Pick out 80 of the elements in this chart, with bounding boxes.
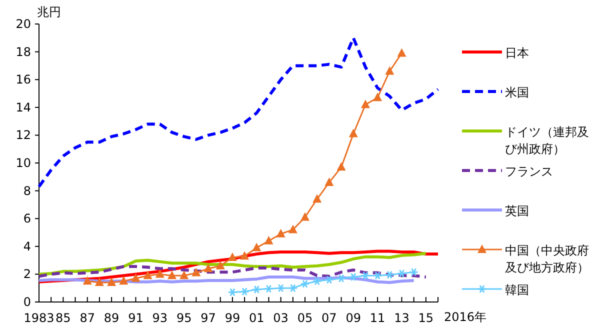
- x-tick-label: 97: [200, 311, 216, 325]
- point: [288, 224, 298, 234]
- legend-label: 米国: [505, 86, 529, 100]
- point: [240, 287, 250, 296]
- x-tick-label: 85: [56, 311, 71, 325]
- point: [288, 284, 298, 292]
- point: [360, 100, 370, 108]
- x-tick-label: 91: [128, 311, 144, 325]
- point: [324, 276, 334, 284]
- y-tick-label: 4: [23, 239, 31, 254]
- point: [192, 268, 201, 276]
- y-tick-label: 2: [23, 267, 31, 282]
- point: [300, 212, 310, 221]
- x-tick-label: 09: [346, 311, 362, 325]
- point: [143, 270, 152, 280]
- point: [264, 284, 274, 294]
- x-tick-label: 03: [273, 311, 288, 325]
- x-tick-label: 05: [297, 311, 313, 325]
- point: [228, 252, 237, 262]
- point: [312, 276, 322, 286]
- x-tick-label: 15: [418, 311, 434, 325]
- y-tick-label: 20: [16, 17, 31, 31]
- legend-label: ドイツ（連邦及び州政府）: [505, 125, 589, 156]
- x-tick-label: 95: [176, 311, 192, 325]
- legend-label: 韓国: [505, 283, 529, 297]
- point: [336, 274, 346, 283]
- legend-label: 英国: [505, 204, 529, 218]
- point: [94, 278, 104, 286]
- x-tick-label: 01: [248, 311, 264, 325]
- x-tick-label: 99: [224, 311, 240, 325]
- point: [324, 177, 334, 186]
- point: [409, 268, 419, 276]
- point: [82, 276, 92, 285]
- x-tick-label: 89: [104, 311, 120, 325]
- point: [155, 269, 164, 278]
- point: [119, 276, 128, 285]
- y-axis-title: 兆円: [37, 5, 61, 19]
- y-tick-label: 18: [16, 44, 31, 59]
- point: [348, 272, 358, 282]
- point: [300, 280, 310, 288]
- point: [180, 270, 189, 280]
- point: [252, 285, 262, 294]
- point: [348, 128, 358, 138]
- point: [240, 251, 250, 260]
- point: [336, 162, 346, 171]
- y-tick-label: 8: [23, 184, 31, 198]
- x-tick-label: 07: [322, 311, 337, 325]
- point: [397, 48, 406, 57]
- point: [384, 270, 394, 280]
- point: [204, 264, 213, 272]
- point: [131, 273, 140, 282]
- y-tick-label: 10: [16, 156, 31, 170]
- x-tick-label: 11: [370, 311, 386, 325]
- x-tick-label: 1983: [24, 311, 54, 325]
- y-tick-label: 6: [23, 212, 31, 226]
- x-axis-title: 2016年: [444, 310, 487, 324]
- y-tick-label: 16: [16, 72, 31, 87]
- point: [385, 66, 394, 75]
- x-tick-label: 93: [152, 311, 168, 325]
- point: [373, 92, 382, 102]
- point: [216, 260, 225, 270]
- point: [372, 271, 382, 280]
- legend-label: 日本: [505, 46, 529, 60]
- x-tick-label: 87: [80, 311, 96, 325]
- point: [168, 270, 176, 280]
- y-tick-label: 14: [16, 100, 31, 114]
- point: [276, 228, 286, 238]
- x-tick-label: 13: [394, 311, 410, 325]
- y-tick-label: 12: [16, 128, 31, 142]
- point: [276, 284, 286, 292]
- legend-label: 中国（中央政府及び地方政府）: [505, 244, 589, 274]
- point: [396, 269, 406, 278]
- legend-label: フランス: [505, 164, 553, 178]
- point: [228, 288, 238, 296]
- point: [252, 242, 262, 252]
- point: [360, 271, 370, 280]
- point: [107, 278, 116, 286]
- point: [312, 194, 322, 203]
- point: [264, 236, 274, 244]
- y-tick-label: 0: [23, 295, 31, 309]
